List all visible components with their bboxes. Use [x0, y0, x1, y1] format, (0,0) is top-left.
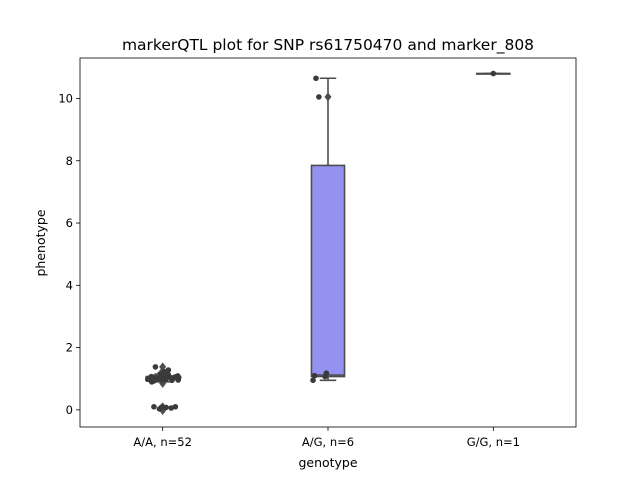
- y-tick-label: 2: [66, 341, 73, 355]
- y-tick-label: 6: [66, 216, 73, 230]
- x-tick-label: A/G, n=6: [302, 435, 354, 449]
- data-point: [152, 364, 159, 370]
- x-tick-label: G/G, n=1: [467, 435, 520, 449]
- y-tick-label: 4: [66, 278, 73, 292]
- data-point: [151, 377, 157, 384]
- data-point: [311, 372, 318, 379]
- y-tick-label: 0: [66, 403, 73, 417]
- outlier-marker: [324, 92, 332, 102]
- y-tick-label: 10: [58, 91, 73, 105]
- x-axis-label: genotype: [298, 455, 357, 470]
- x-axis: A/A, n=52 A/G, n=6 G/G, n=1: [133, 427, 520, 449]
- data-point: [168, 375, 175, 381]
- y-axis: 0 2 4 6 8 10: [58, 91, 80, 417]
- data-point: [313, 75, 319, 82]
- data-point: [490, 70, 497, 77]
- data-point: [173, 374, 180, 380]
- chart-title: markerQTL plot for SNP rs61750470 and ma…: [122, 36, 534, 55]
- plot-area: [144, 70, 511, 415]
- box-body: [310, 164, 346, 378]
- data-point: [161, 374, 168, 380]
- data-point: [316, 94, 322, 100]
- x-tick-label: A/A, n=52: [133, 435, 191, 449]
- data-point: [168, 405, 175, 411]
- data-point: [151, 403, 157, 410]
- y-axis-label: phenotype: [33, 209, 48, 276]
- data-point: [163, 404, 169, 411]
- data-point: [145, 375, 152, 382]
- data-point: [156, 406, 163, 412]
- data-point: [322, 373, 328, 380]
- y-tick-label: 8: [66, 154, 73, 168]
- data-point: [310, 377, 316, 384]
- data-point: [164, 368, 171, 374]
